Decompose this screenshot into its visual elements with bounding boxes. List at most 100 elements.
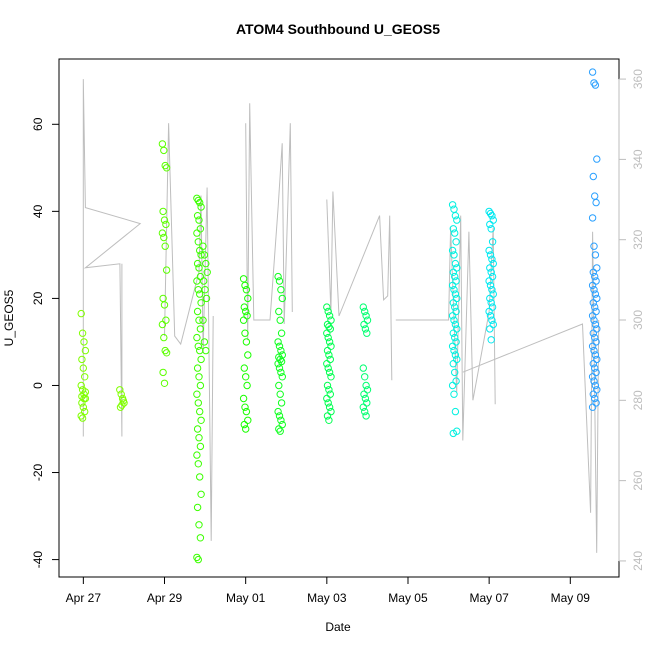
data-point <box>589 390 597 398</box>
series-group-0 <box>77 309 90 422</box>
data-point <box>487 225 495 233</box>
data-point <box>325 416 333 424</box>
data-point <box>278 420 286 429</box>
data-point <box>591 192 599 200</box>
data-point <box>323 329 331 337</box>
data-point <box>589 172 597 181</box>
data-point <box>589 329 597 337</box>
data-point <box>592 198 600 207</box>
data-point <box>451 303 459 311</box>
data-point <box>361 325 370 333</box>
data-point <box>326 355 334 364</box>
data-point <box>241 329 249 337</box>
data-point <box>592 277 600 285</box>
x-axis-label: Date <box>325 620 351 634</box>
data-point <box>363 329 371 337</box>
data-point <box>593 386 601 394</box>
data-point <box>193 333 201 342</box>
data-point <box>159 368 167 377</box>
secondary-line-segment-1 <box>164 123 214 541</box>
data-point <box>197 251 205 259</box>
data-point <box>450 286 458 294</box>
data-point <box>451 290 460 298</box>
data-point <box>325 351 333 359</box>
data-point <box>195 216 203 224</box>
data-point <box>453 264 461 272</box>
data-point <box>195 434 203 442</box>
data-point <box>278 373 286 381</box>
data-point <box>449 429 457 438</box>
data-point <box>239 316 248 324</box>
data-point <box>588 214 597 222</box>
data-point <box>591 81 600 89</box>
data-point <box>488 303 497 311</box>
data-point <box>117 390 125 398</box>
data-point <box>196 290 204 298</box>
data-point <box>200 338 209 346</box>
data-point <box>195 264 203 272</box>
secondary-line-segment-2 <box>245 103 293 341</box>
data-point <box>588 68 597 76</box>
chart-title: ATOM4 Southbound U_GEOS5 <box>236 21 440 37</box>
data-point <box>591 290 600 298</box>
data-point <box>451 351 460 359</box>
data-point <box>449 225 457 233</box>
series-group-3 <box>193 194 205 564</box>
x-tick-label: May 09 <box>551 591 591 605</box>
data-point <box>277 286 285 294</box>
data-point <box>590 79 598 87</box>
data-point <box>450 316 458 324</box>
data-point <box>274 338 282 346</box>
y-axis-label: U_GEOS5 <box>2 289 16 346</box>
x-tick-label: May 03 <box>307 591 347 605</box>
data-point <box>325 368 334 377</box>
data-point <box>591 251 600 259</box>
data-point <box>240 303 249 311</box>
data-point <box>452 277 460 285</box>
data-point <box>449 299 457 307</box>
data-point <box>116 403 125 411</box>
data-point <box>591 351 600 359</box>
secondary-series-lines <box>82 79 600 553</box>
data-point <box>489 320 497 329</box>
series-group-2 <box>158 140 171 387</box>
y-tick-label: 0 <box>31 382 45 389</box>
data-point <box>78 414 87 422</box>
data-point <box>486 251 495 259</box>
data-point <box>193 553 201 562</box>
data-point <box>488 238 497 246</box>
data-point <box>241 281 249 290</box>
data-point <box>242 286 251 294</box>
secondary-line-segment-3 <box>326 191 393 381</box>
data-point <box>81 407 89 416</box>
data-point <box>448 201 457 209</box>
data-point <box>590 242 598 250</box>
data-point <box>588 403 597 411</box>
data-point <box>196 346 204 355</box>
data-point <box>449 329 457 337</box>
data-point <box>194 286 203 294</box>
data-point <box>242 425 250 433</box>
data-point <box>323 303 331 311</box>
y-right-tick-label: 360 <box>631 69 645 89</box>
data-point <box>200 251 209 259</box>
data-point <box>325 323 333 331</box>
data-point <box>324 333 332 342</box>
data-point <box>276 355 284 364</box>
data-point <box>202 294 211 303</box>
data-point <box>451 368 459 377</box>
data-point <box>199 242 207 250</box>
secondary-line-segment-5 <box>462 231 600 553</box>
y-axis: -40 -20 0 20 40 60 <box>31 117 60 568</box>
data-point <box>275 277 284 285</box>
data-point <box>202 346 210 355</box>
data-point <box>589 299 597 307</box>
data-point <box>77 309 85 318</box>
data-point <box>275 307 283 316</box>
data-point <box>448 312 457 320</box>
data-point <box>486 264 494 272</box>
data-point <box>197 416 205 424</box>
data-point <box>323 412 332 420</box>
data-point <box>363 386 372 394</box>
data-point <box>203 268 211 276</box>
